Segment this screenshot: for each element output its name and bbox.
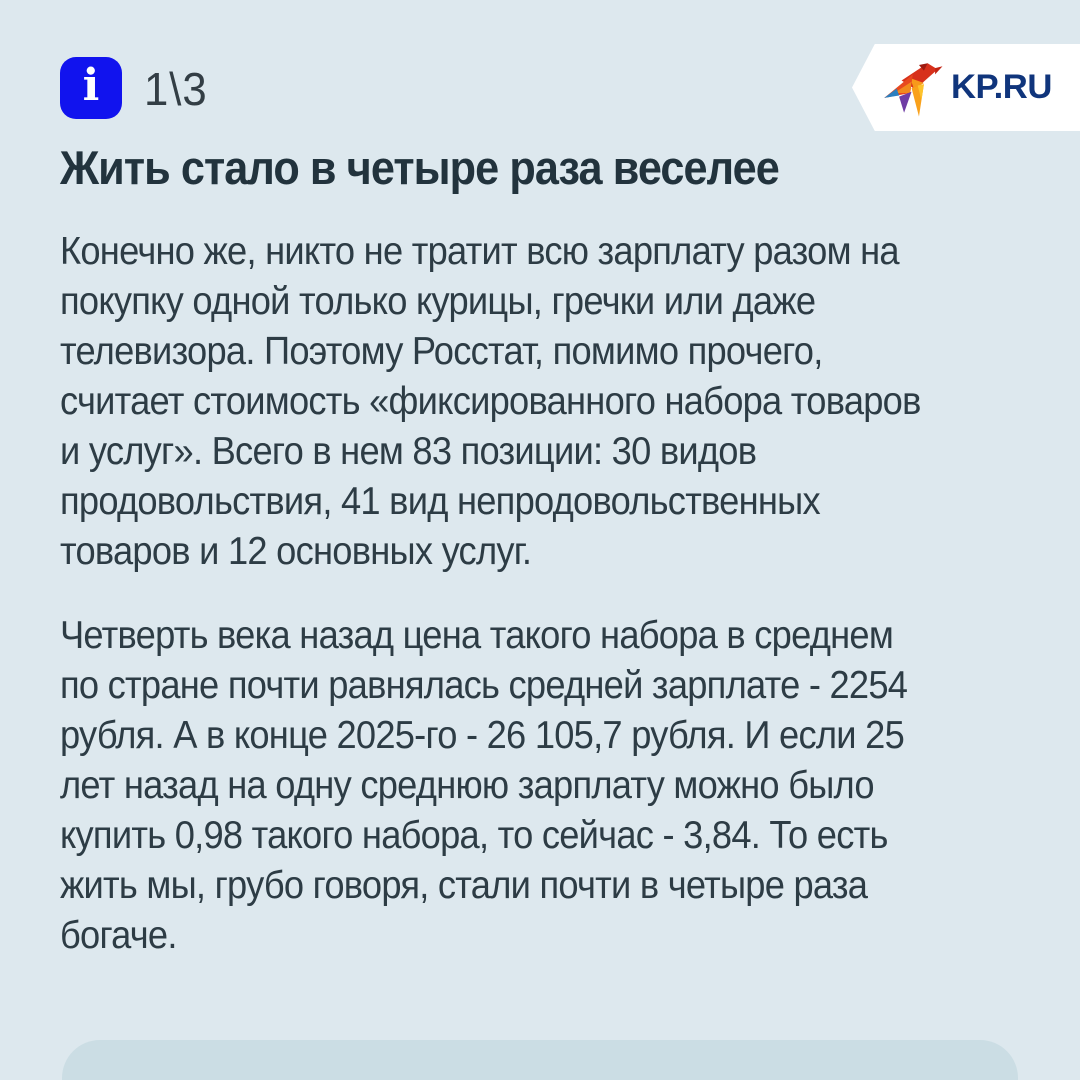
kp-swallow-bird-icon — [884, 62, 943, 117]
kp-logo-text: KP.RU — [951, 68, 1052, 106]
info-badge: i — [60, 57, 122, 119]
slide-pagination: 1\3 — [144, 63, 208, 115]
article-paragraph-2: Четверть века назад цена такого набора в… — [60, 614, 908, 957]
next-section-card — [62, 1040, 1018, 1080]
kp-logo-badge: KP.RU — [852, 44, 1080, 131]
info-icon: i — [82, 60, 100, 111]
article-title: Жить стало в четыре раза веселее — [60, 141, 780, 194]
article-paragraph-1: Конечно же, никто не тратит всю зарплату… — [60, 230, 921, 573]
